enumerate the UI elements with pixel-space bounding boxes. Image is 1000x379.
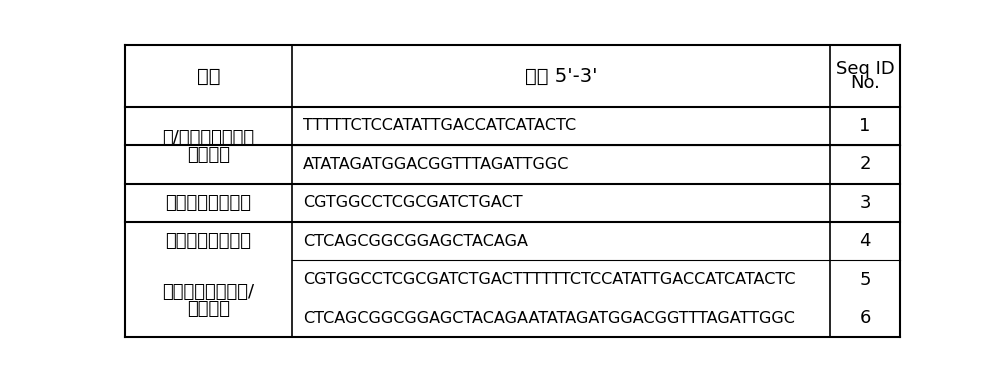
Text: 序列 5'-3': 序列 5'-3' (525, 67, 597, 86)
Text: 1: 1 (859, 117, 871, 135)
Text: 下游引物调控序列: 下游引物调控序列 (165, 232, 251, 250)
Text: 6: 6 (859, 309, 871, 327)
Text: ATATAGATGGACGGTTTAGATTGGC: ATATAGATGGACGGTTTAGATTGGC (303, 157, 570, 172)
Text: 2: 2 (859, 155, 871, 174)
Text: 3: 3 (859, 194, 871, 212)
Text: 结合位点: 结合位点 (187, 146, 230, 164)
Text: CTCAGCGGCGGAGCTACAGAATATAGATGGACGGTTTAGATTGGC: CTCAGCGGCGGAGCTACAGAATATAGATGGACGGTTTAGA… (303, 311, 795, 326)
Text: 4: 4 (859, 232, 871, 250)
Text: 名称: 名称 (197, 67, 220, 86)
Text: Seq ID: Seq ID (836, 60, 895, 78)
Text: No.: No. (850, 74, 880, 92)
Text: CTCAGCGGCGGAGCTACAGA: CTCAGCGGCGGAGCTACAGA (303, 234, 528, 249)
Text: 5: 5 (859, 271, 871, 289)
Text: 添加调控序列的上/: 添加调控序列的上/ (162, 283, 254, 301)
Text: TTTTTCTCCATATTGACCATCATACTC: TTTTTCTCCATATTGACCATCATACTC (303, 119, 576, 133)
Text: CGTGGCCTCGCGATCTGACT: CGTGGCCTCGCGATCTGACT (303, 195, 523, 210)
Text: 上游引物调控序列: 上游引物调控序列 (165, 194, 251, 212)
Text: 上/下游引物特异性: 上/下游引物特异性 (162, 129, 254, 147)
Text: CGTGGCCTCGCGATCTGACTTTTTTCTCCATATTGACCATCATACTC: CGTGGCCTCGCGATCTGACTTTTTTCTCCATATTGACCAT… (303, 272, 796, 287)
Text: 下游引物: 下游引物 (187, 300, 230, 318)
